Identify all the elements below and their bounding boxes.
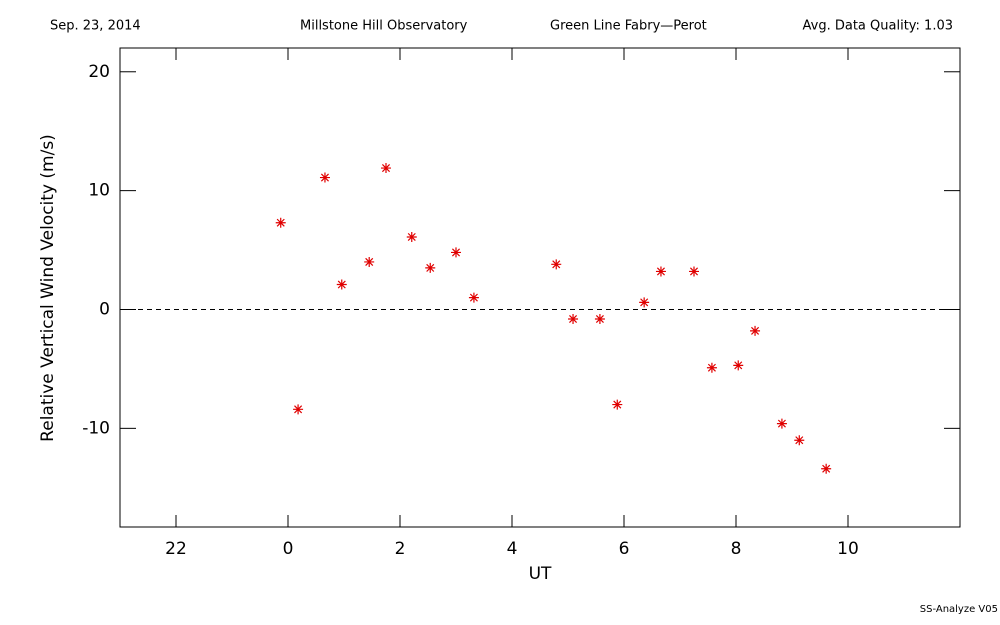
data-point — [336, 279, 347, 290]
data-point — [468, 292, 479, 303]
data-point — [750, 325, 761, 336]
data-point — [639, 297, 650, 308]
data-point — [821, 463, 832, 474]
plot-frame — [119, 47, 961, 528]
x-tick-label: 4 — [507, 539, 518, 559]
data-point — [612, 399, 623, 410]
data-point — [655, 266, 666, 277]
data-point — [425, 262, 436, 273]
data-point — [706, 362, 717, 373]
data-point — [733, 360, 744, 371]
header-observatory: Millstone Hill Observatory — [300, 19, 468, 34]
data-point — [381, 163, 391, 174]
y-tick-label: 10 — [88, 181, 110, 201]
data-point — [293, 404, 304, 415]
footer: SS-Analyze V05 — [920, 604, 998, 615]
data-point — [689, 266, 699, 277]
y-tick-label: -10 — [82, 418, 110, 438]
x-tick-label: 0 — [283, 539, 294, 559]
data-point — [364, 256, 375, 267]
x-tick-label: 2 — [395, 539, 406, 559]
data-point — [794, 435, 805, 446]
y-axis-label: Relative Vertical Wind Velocity (m/s) — [38, 134, 58, 442]
data-point — [451, 247, 461, 258]
x-tick-label: 10 — [837, 539, 859, 559]
y-tick-label: 0 — [99, 299, 110, 319]
x-axis-label: UT — [529, 564, 552, 584]
x-tick-label: 22 — [165, 539, 187, 559]
data-point — [568, 313, 579, 324]
data-point — [406, 231, 417, 242]
data-point — [594, 313, 605, 324]
x-tick-label: 8 — [731, 539, 742, 559]
header-instrument: Green Line Fabry—Perot — [550, 19, 707, 34]
data-point — [776, 418, 787, 429]
header-quality: Avg. Data Quality: 1.03 — [803, 19, 953, 34]
data-point — [275, 217, 286, 228]
data-point — [319, 172, 330, 183]
x-tick-label: 6 — [619, 539, 630, 559]
data-point — [551, 259, 562, 270]
y-tick-label: 20 — [88, 62, 110, 82]
header-date: Sep. 23, 2014 — [50, 19, 141, 34]
